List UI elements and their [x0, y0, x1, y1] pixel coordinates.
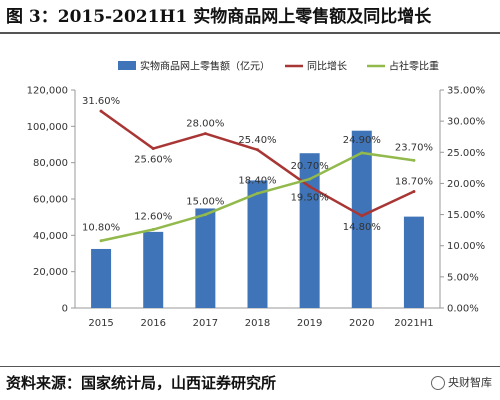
yoy-growth-data-label: 18.70%: [395, 177, 433, 188]
yoy-growth-point: [412, 190, 416, 194]
right-tick-label: 15.00%: [447, 210, 485, 221]
yoy-growth-data-label: 31.60%: [82, 96, 120, 107]
retail-share-data-label: 10.80%: [82, 223, 120, 234]
retail-share-point: [412, 158, 416, 162]
combo-chart: 0 20,000 40,000 60,000 80,000 100,000 120,000 0…: [27, 60, 486, 330]
yoy-growth-data-label: 14.80%: [343, 222, 381, 233]
left-tick-label: 60,000: [33, 195, 68, 206]
left-tick-label: 0: [62, 304, 68, 315]
retail-share-data-label: 15.00%: [186, 197, 224, 208]
right-tick-label: 0.00%: [447, 304, 479, 315]
right-tick-label: 30.00%: [447, 117, 485, 128]
left-tick-label: 80,000: [33, 158, 68, 169]
legend-share-label: 占社零比重: [389, 60, 439, 73]
yoy-growth-data-label: 19.50%: [291, 193, 329, 204]
retail-share-point: [99, 239, 103, 243]
right-tick-label: 10.00%: [447, 241, 485, 252]
retail-share-data-label: 18.40%: [238, 175, 276, 186]
yoy-growth-point: [203, 132, 207, 136]
bar: [351, 130, 372, 308]
bar: [299, 153, 320, 308]
retail-share-point: [308, 177, 312, 181]
yoy-growth-point: [256, 148, 259, 152]
legend-bar-swatch: [118, 61, 136, 70]
retail-share-point: [151, 228, 155, 232]
right-tick-label: 35.00%: [447, 86, 485, 97]
left-tick-label: 120,000: [27, 86, 68, 97]
legend-yoy-label: 同比增长: [307, 60, 347, 73]
x-tick-label: 2020: [349, 318, 374, 329]
x-tick-label: 2021H1: [394, 318, 433, 329]
yoy-growth-data-label: 25.60%: [134, 155, 172, 166]
bottom-rule: [0, 366, 500, 367]
left-tick-label: 40,000: [33, 231, 68, 242]
x-tick-label: 2015: [88, 318, 113, 329]
retail-share-point: [203, 213, 207, 217]
retail-share-data-label: 23.70%: [395, 142, 433, 153]
top-rule: [0, 32, 500, 34]
bar: [91, 248, 112, 308]
yoy-growth-point: [360, 214, 364, 218]
watermark-text: 央财智库: [448, 376, 492, 389]
retail-share-data-label: 20.70%: [291, 161, 329, 172]
retail-share-point: [360, 151, 364, 155]
source-note: 资料来源：国家统计局，山西证券研究所: [6, 374, 277, 392]
x-tick-label: 2018: [245, 318, 270, 329]
yoy-growth-point: [151, 147, 155, 151]
bar: [195, 208, 216, 308]
yoy-growth-point: [308, 185, 312, 189]
right-tick-label: 25.00%: [447, 148, 485, 159]
wechat-icon: [431, 376, 445, 390]
left-tick-label: 100,000: [27, 122, 68, 133]
yoy-growth-data-label: 25.40%: [238, 135, 276, 146]
x-tick-label: 2019: [297, 318, 322, 329]
left-tick-label: 20,000: [33, 267, 68, 278]
watermark: 央财智库: [431, 372, 492, 394]
retail-share-data-label: 24.90%: [343, 135, 381, 146]
x-tick-label: 2017: [193, 318, 218, 329]
retail-share-data-label: 12.60%: [134, 212, 172, 223]
legend-bar-label: 实物商品网上零售额（亿元）: [140, 60, 270, 73]
bar: [143, 231, 164, 308]
retail-share-point: [256, 191, 259, 195]
bar: [247, 180, 268, 308]
figure-title: 图 3：2015-2021H1 实物商品网上零售额及同比增长: [6, 7, 432, 27]
yoy-growth-point: [99, 109, 103, 113]
right-tick-label: 5.00%: [447, 272, 479, 283]
x-tick-label: 2016: [140, 318, 165, 329]
bar: [403, 216, 424, 308]
right-tick-label: 20.00%: [447, 179, 485, 190]
yoy-growth-data-label: 28.00%: [186, 119, 224, 130]
